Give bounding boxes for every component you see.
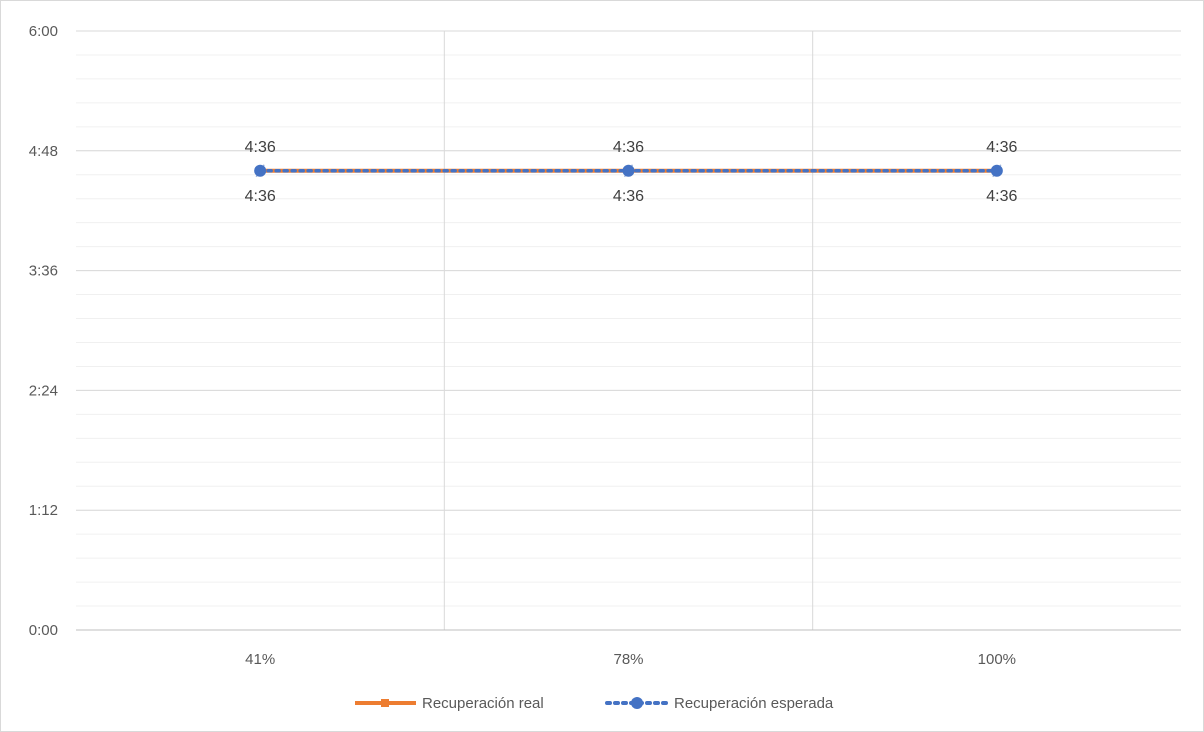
legend: Recuperación real Recuperación esperada: [355, 695, 834, 712]
x-axis: 41% 78% 100%: [76, 629, 1181, 668]
point-esperada: [622, 164, 635, 177]
y-tick-label: 4:48: [29, 143, 58, 160]
legend-label-real: Recuperación real: [422, 695, 544, 712]
y-tick-label: 3:36: [29, 263, 58, 280]
data-label: 4:36: [986, 139, 1017, 156]
data-label: 4:36: [986, 188, 1017, 205]
y-tick-label: 1:12: [29, 502, 58, 519]
legend-marker-real: [381, 699, 389, 707]
legend-label-esperada: Recuperación esperada: [674, 695, 834, 712]
legend-item-esperada[interactable]: Recuperación esperada: [605, 695, 834, 712]
series-layer: [254, 164, 1003, 178]
point-esperada: [990, 164, 1003, 177]
x-tick-label: 41%: [245, 651, 275, 668]
data-label: 4:36: [245, 139, 276, 156]
y-tick-label: 6:00: [29, 23, 58, 40]
x-tick-label: 78%: [613, 651, 643, 668]
data-label: 4:36: [245, 188, 276, 205]
major-gridlines: [76, 30, 1181, 511]
vertical-gridlines: [443, 31, 814, 630]
y-axis: 0:00 1:12 2:24 3:36 4:48 6:00: [29, 23, 58, 639]
legend-marker-esperada: [631, 697, 643, 709]
y-tick-label: 2:24: [29, 382, 58, 399]
point-esperada: [254, 164, 267, 177]
minor-gridlines: [76, 30, 1181, 631]
y-tick-label: 0:00: [29, 622, 58, 639]
data-label: 4:36: [613, 188, 644, 205]
data-labels: 4:36 4:36 4:36 4:36 4:36 4:36: [245, 139, 1018, 205]
x-tick-label: 100%: [978, 651, 1016, 668]
data-label: 4:36: [613, 139, 644, 156]
legend-item-real[interactable]: Recuperación real: [355, 695, 544, 712]
